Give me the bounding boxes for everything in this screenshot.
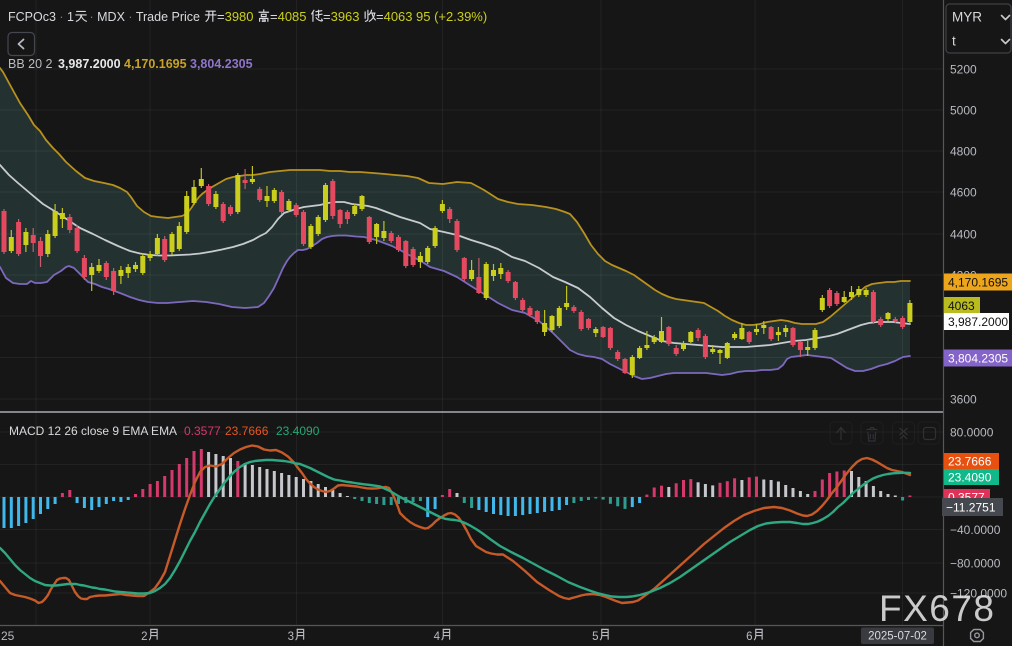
svg-text:−120.0000: −120.0000 (950, 587, 1007, 601)
svg-text:23.4090: 23.4090 (276, 424, 320, 438)
svg-text:4400: 4400 (950, 228, 977, 242)
svg-text:3,804.2305: 3,804.2305 (190, 57, 253, 71)
svg-text:2025-07-02: 2025-07-02 (868, 631, 927, 643)
svg-text:=3963: =3963 (323, 9, 360, 24)
svg-text:23.7666: 23.7666 (948, 454, 992, 468)
svg-text:FCPOc3 · 1: FCPOc3 · 1 (8, 10, 74, 24)
svg-text:4,170.1695: 4,170.1695 (948, 275, 1008, 289)
svg-text:=4063: =4063 (376, 9, 413, 24)
svg-text:23.4090: 23.4090 (948, 470, 992, 484)
svg-text:MYR: MYR (952, 10, 982, 25)
svg-text:−80.0000: −80.0000 (950, 557, 1001, 571)
svg-text:=4085: =4085 (270, 9, 307, 24)
svg-text:4600: 4600 (950, 186, 977, 200)
svg-text:5000: 5000 (950, 104, 977, 118)
svg-text:80.0000: 80.0000 (950, 426, 994, 440)
svg-text:BB 20 2: BB 20 2 (8, 57, 53, 71)
svg-text:−40.0000: −40.0000 (950, 523, 1001, 537)
svg-text:3,987.2000: 3,987.2000 (948, 315, 1008, 329)
svg-text:MACD 12 26 close 9 EMA EMA: MACD 12 26 close 9 EMA EMA (9, 424, 177, 438)
svg-text:4: 4 (434, 631, 441, 643)
svg-text:5200: 5200 (950, 63, 977, 77)
svg-text:3: 3 (288, 631, 294, 643)
svg-text:4063: 4063 (948, 299, 975, 313)
svg-text:0.3577: 0.3577 (184, 424, 221, 438)
svg-text:3,804.2305: 3,804.2305 (948, 351, 1008, 365)
svg-text:4800: 4800 (950, 145, 977, 159)
svg-text:3,987.2000: 3,987.2000 (58, 57, 121, 71)
svg-text:95 (+2.39%): 95 (+2.39%) (416, 9, 487, 24)
svg-text:−11.2751: −11.2751 (946, 500, 996, 514)
svg-text:25: 25 (1, 629, 15, 643)
svg-text:2: 2 (141, 631, 147, 643)
svg-text:4,170.1695: 4,170.1695 (124, 57, 187, 71)
svg-text:=3980: =3980 (217, 9, 254, 24)
svg-text:5: 5 (592, 631, 598, 643)
svg-text:3600: 3600 (950, 393, 977, 407)
svg-text:· MDX · Trade Price: · MDX · Trade Price (90, 10, 201, 24)
svg-text:23.7666: 23.7666 (225, 424, 269, 438)
svg-text:6: 6 (746, 631, 752, 643)
svg-text:FX678: FX678 (879, 588, 996, 629)
svg-text:t: t (952, 34, 956, 49)
